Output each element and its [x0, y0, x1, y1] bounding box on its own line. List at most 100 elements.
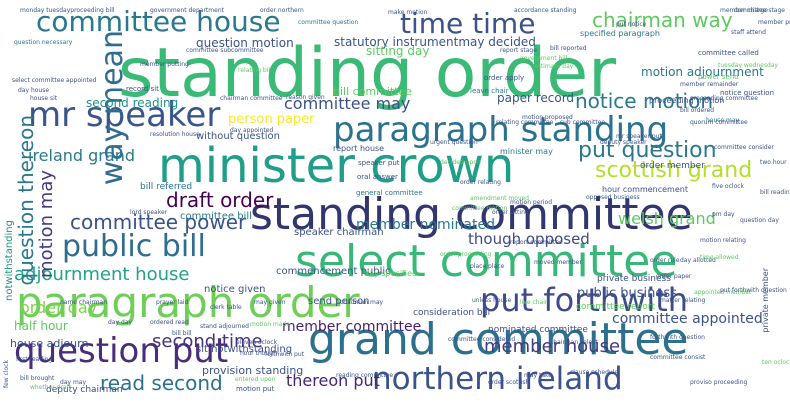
word-paragraph-standing: paragraph standing — [333, 110, 669, 150]
word-speaker-chairman: speaker chairman — [294, 227, 384, 238]
word-deputy-chairman: deputy chairman — [46, 385, 123, 395]
word-committee-bill: committee bill — [180, 211, 252, 222]
word-motion-period: motion period — [510, 199, 553, 206]
word-order-apply: order apply — [484, 74, 525, 82]
word-house-may: house may — [706, 117, 740, 124]
word-half-hour: half hour — [14, 319, 68, 333]
word-scottish-grand: scottish grand — [595, 158, 753, 183]
word-thereon-put: thereon put — [286, 371, 380, 390]
word-chairman-way: chairman way — [592, 8, 733, 32]
word-entered-upon: entered upon — [235, 376, 276, 383]
word-eleven-oclock: eleven oclock — [236, 339, 278, 346]
word-committee-house: committee house — [36, 5, 281, 38]
word-tuesday-wednesday: tuesday wednesday — [718, 62, 778, 69]
word-bill-bill: bill bill — [172, 330, 192, 337]
word-place-place: place place — [470, 263, 505, 270]
word-question-day: question day — [740, 217, 779, 224]
word-committee-subcommittee: committee subcommittee — [186, 47, 264, 54]
word-order-member: order member — [640, 161, 705, 171]
word-stand-adjourned: stand adjourned — [200, 323, 249, 330]
word-committee-called: committee called — [698, 49, 759, 57]
word-urgent-question: urgent question — [430, 139, 478, 146]
word-whether-draft: whether draft — [30, 384, 71, 391]
word-committee-consist: committee consist — [650, 354, 706, 361]
word-motion-put: motion put — [236, 385, 275, 393]
word-committee-may: committee may — [284, 94, 411, 113]
word-deputy-speaker: deputy speaker — [600, 139, 647, 146]
word-committee-power: committee power — [70, 210, 247, 234]
word-house-sit: house sit — [30, 95, 58, 102]
word-bill-reported: bill reported — [550, 45, 587, 52]
word-minister-crown: minister crown — [158, 138, 515, 194]
word-two-hour: two hour — [760, 159, 787, 166]
word-chairman-select: chairman select — [550, 339, 598, 346]
word-though-opposed: though opposed — [468, 230, 590, 248]
word-report-committee: report committee — [510, 239, 563, 246]
word-bill-brought: bill brought — [20, 375, 55, 382]
word-clause-schedule: clause schedule — [570, 369, 619, 376]
word-pm-day: pm day — [712, 211, 735, 218]
word-notice-question: notice question — [720, 89, 775, 97]
word-private-member: private member — [761, 268, 770, 333]
word-standing-committee: standing committee — [250, 189, 693, 240]
word-committee-report: committee report — [576, 302, 655, 312]
word-order-sitting: order sitting — [492, 209, 529, 216]
word-day-house: day house — [18, 87, 50, 94]
word-select-committee: select committee — [295, 236, 678, 287]
word-welsh-grand: welsh grand — [618, 209, 716, 228]
word-motion-adjournment: motion adjournment — [641, 65, 764, 79]
word-notice-motion: notice motion — [575, 89, 713, 113]
word-minister-may: minister may — [500, 147, 553, 156]
word-reason-given: reason given — [286, 94, 325, 101]
word-appointed-member: appointed member — [694, 289, 752, 296]
word-put-forthwith: put forthwith — [480, 281, 689, 319]
word-oral-answer: oral answer — [357, 173, 398, 181]
word-ireland-grand: ireland grand — [28, 146, 135, 165]
word-unless-house: unless house — [472, 297, 512, 304]
word-question-motion: question motion — [196, 36, 294, 50]
word-relating-bill: relating bill — [238, 67, 272, 74]
word-monday-tuesdayproceeding-bill: monday tuesdayproceeding bill — [20, 7, 115, 14]
word-report-house: report house — [333, 144, 385, 153]
word-day-day: day day — [108, 319, 132, 326]
word-hour-though: hour though — [240, 350, 277, 357]
word-amendment-moved: amendment moved — [470, 195, 529, 202]
word-bill-ordered: bill ordered — [680, 107, 715, 114]
word-ten-oclock: ten oclock — [762, 359, 790, 366]
word-mr-speaker: mr speaker — [28, 95, 221, 135]
word-second-reading: second reading — [86, 96, 179, 110]
word-reading-committee: reading committee — [336, 372, 394, 379]
word-sub-committee: sub committee — [560, 119, 606, 126]
word-bill-committee: bill committee — [333, 85, 413, 98]
word-grand-committee: grand committee — [308, 314, 689, 365]
word-accordance-standing: accordance standing — [514, 7, 577, 14]
word-government-bill: government bill — [520, 55, 568, 62]
word-bill-reading: bill reading — [760, 189, 790, 196]
word-member-committee: member committee — [282, 319, 422, 335]
word-draft-order: draft order — [166, 188, 274, 212]
word-moved-member: moved member — [534, 259, 582, 266]
word-lord-speaker: lord speaker — [130, 209, 168, 216]
word-ordered-read: ordered read — [150, 319, 189, 326]
word-prayer-laid: prayer laid — [156, 299, 189, 306]
word-question-necessary: question necessary — [14, 39, 73, 46]
word-estimate-day: estimate day — [534, 63, 574, 70]
word-leave-chair: leave chair — [470, 87, 509, 95]
word-paper-record: paper record — [497, 91, 575, 105]
word-relating-committee: relating committee — [496, 119, 554, 126]
word-standing-order: standing order — [118, 34, 617, 113]
word-consideration-bill: consideration bill — [413, 308, 491, 318]
word-notwithstanding: notwithstanding — [4, 220, 15, 302]
word-house-adjourn: house adjourn — [10, 337, 89, 350]
word-private-business: private business — [597, 274, 671, 284]
word-forthwith-question: forthwith question — [650, 334, 705, 341]
word-decided-upon: decided upon — [440, 159, 481, 166]
word-specified-paragraph: specified paragraph — [580, 29, 660, 38]
word-put-forthwith-question: put forthwith question — [720, 287, 787, 294]
word-northern-ireland: northern ireland — [372, 361, 623, 397]
word-power-send: power send — [698, 73, 739, 81]
word-day-appointed: day appointed — [230, 127, 274, 134]
word-select-committee-appointed: select committee appointed — [12, 77, 97, 84]
word-proceeding-committee: proceeding committee — [690, 95, 758, 102]
word-opposed-business: opposed business — [586, 194, 640, 201]
